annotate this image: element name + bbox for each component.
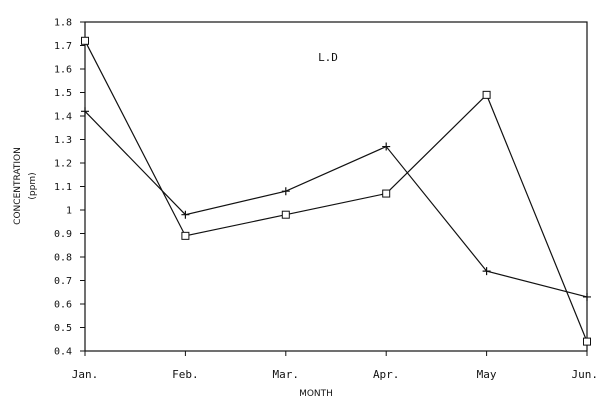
x-axis: Jan. Feb. Mar. Apr. May Jun.	[72, 351, 598, 381]
x-tick-label: May	[477, 368, 497, 381]
data-point-plus	[181, 210, 190, 219]
x-tick-label: Jan.	[72, 368, 99, 381]
data-point-plus	[281, 187, 290, 196]
y-tick-label: 1.6	[54, 65, 72, 76]
data-point-plus	[583, 292, 591, 301]
data-point-square	[583, 337, 591, 346]
y-axis: 0.4 0.5 0.6 0.7 0.8 0.9 1 1.1 1.2 1.3 1.4 1.5 1.6 1.7…	[54, 18, 85, 358]
y-tick-label: 1.8	[54, 18, 72, 29]
x-tick-label: Mar.	[273, 368, 300, 381]
y-tick-label: 1.3	[54, 135, 72, 146]
data-point-plus	[382, 142, 391, 151]
y-axis-title: CONCENTRATION	[13, 147, 23, 225]
data-point-square	[181, 231, 190, 240]
data-point-plus	[482, 267, 491, 276]
x-tick-label: Apr.	[373, 368, 400, 381]
y-tick-label: 1.1	[54, 182, 72, 193]
y-axis-unit: (ppm)	[28, 172, 38, 199]
series-layer	[81, 36, 591, 346]
x-tick-label: Jun.	[572, 368, 599, 381]
data-point-square	[382, 189, 391, 198]
data-point-square	[281, 210, 290, 219]
data-point-square	[81, 36, 89, 45]
x-tick-label: Feb.	[172, 368, 199, 381]
y-tick-label: 0.7	[54, 276, 72, 287]
y-tick-label: 0.6	[54, 300, 72, 311]
y-tick-label: 1	[66, 206, 72, 217]
y-tick-label: 0.8	[54, 253, 72, 264]
chart-title: L.D	[318, 51, 338, 64]
y-tick-label: 1.2	[54, 159, 72, 170]
y-tick-label: 1.7	[54, 41, 72, 52]
y-tick-label: 1.4	[54, 112, 72, 123]
series-1	[81, 36, 591, 346]
y-tick-label: 0.9	[54, 229, 72, 240]
data-point-plus	[81, 107, 89, 116]
y-tick-label: 0.4	[54, 347, 72, 358]
series-2	[81, 107, 591, 301]
series-line	[84, 40, 588, 342]
x-axis-title: MONTH	[299, 389, 333, 399]
series-line	[84, 110, 588, 298]
y-tick-label: 1.5	[54, 88, 72, 99]
y-tick-label: 0.5	[54, 323, 72, 334]
data-point-square	[482, 90, 491, 99]
